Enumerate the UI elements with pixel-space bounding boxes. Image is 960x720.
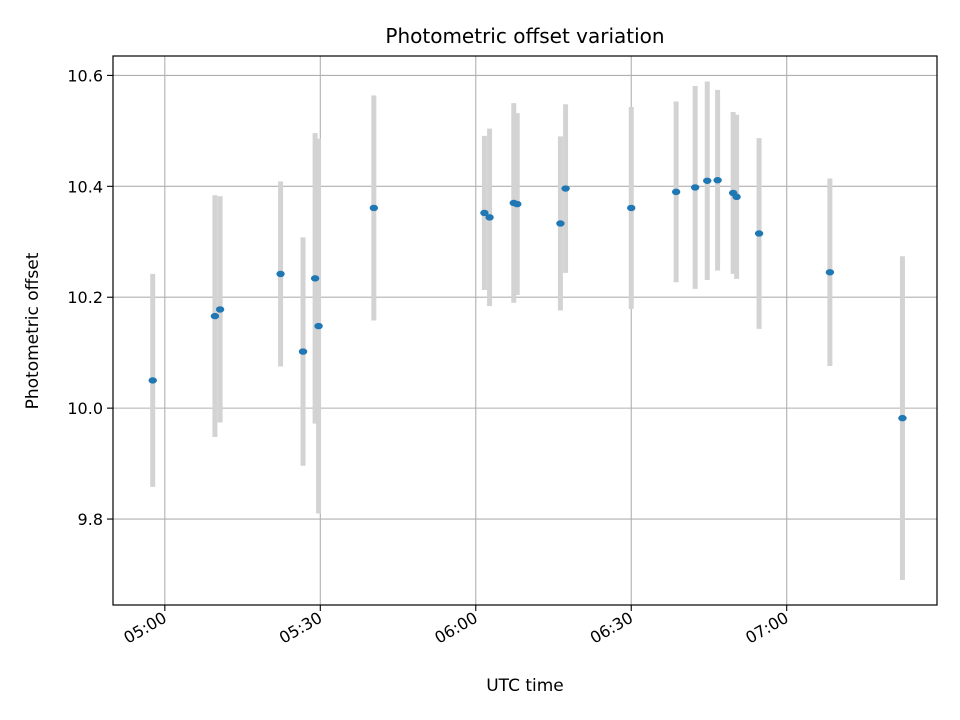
data-point xyxy=(671,188,681,196)
chart-title: Photometric offset variation xyxy=(385,24,664,48)
data-point xyxy=(703,177,712,184)
data-point xyxy=(898,414,907,422)
data-point xyxy=(556,220,565,227)
data-point xyxy=(561,185,570,192)
data-point xyxy=(215,306,225,313)
data-point xyxy=(276,270,285,278)
data-point xyxy=(732,193,741,201)
plot-area-frame xyxy=(112,55,938,606)
data-point xyxy=(480,209,489,217)
y-tick-label: 10.0 xyxy=(67,399,103,418)
data-points xyxy=(148,177,907,422)
data-point xyxy=(310,275,320,282)
data-point xyxy=(298,348,308,355)
data-point xyxy=(825,269,835,276)
data-point xyxy=(754,230,764,237)
y-tick-label: 10.2 xyxy=(67,288,103,307)
data-point xyxy=(148,377,157,384)
y-tick-label: 10.4 xyxy=(67,177,103,196)
y-tick-label: 9.8 xyxy=(78,510,103,529)
data-point xyxy=(485,214,494,221)
data-point xyxy=(690,184,700,191)
y-axis-title: Photometric offset xyxy=(23,252,43,409)
data-point xyxy=(513,200,522,208)
data-point xyxy=(369,204,379,212)
data-point xyxy=(314,322,323,330)
data-point xyxy=(210,312,220,320)
data-point xyxy=(627,204,636,212)
y-tick-label: 10.6 xyxy=(67,66,103,85)
data-point xyxy=(713,177,722,184)
x-axis-title: UTC time xyxy=(486,676,564,696)
